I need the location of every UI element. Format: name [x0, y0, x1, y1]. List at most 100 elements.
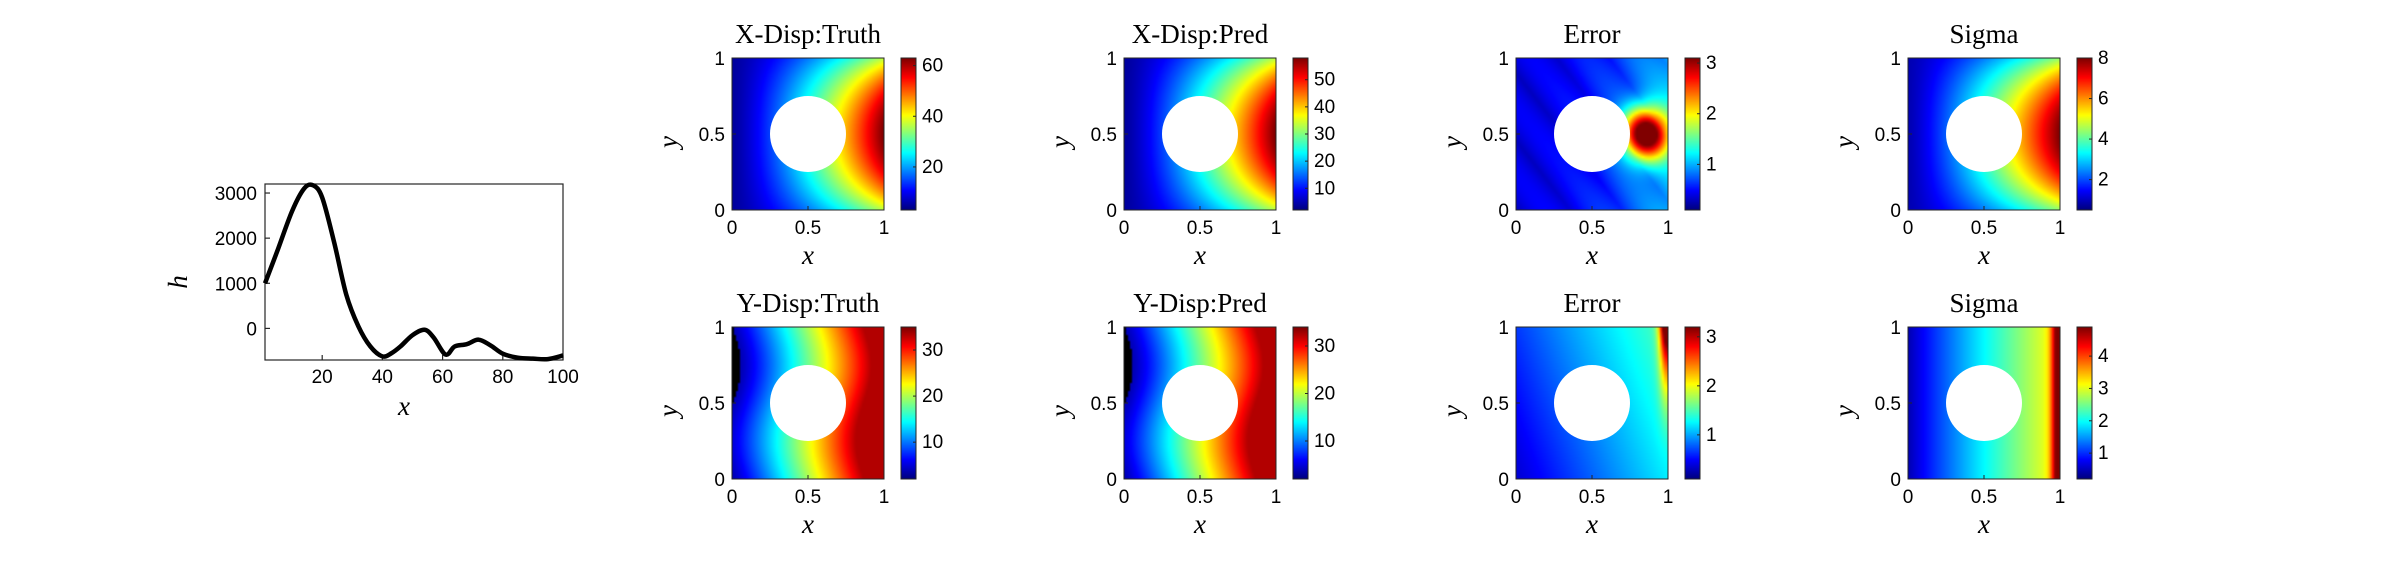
- colorbar-tick-label: 40: [1314, 97, 1335, 118]
- colorbar-tick-label: 2: [2098, 170, 2109, 191]
- x-tick-label: 0: [1119, 487, 1130, 508]
- x-tick-label: 0.5: [1971, 487, 1997, 508]
- colorbar-tick-label: 50: [1314, 70, 1335, 91]
- y-tick-label: 0.5: [1483, 125, 1509, 146]
- hole: [770, 365, 846, 441]
- y-tick-label: 0: [1890, 470, 1901, 491]
- x-tick-label: 0.5: [1579, 487, 1605, 508]
- hole: [770, 96, 846, 172]
- heatmap-panel: Sigma 0 0.5 1 0 0.5 1 x y 1 2 3 4: [1829, 288, 2109, 539]
- colorbar-tick-label: 20: [922, 157, 943, 178]
- colorbar: [901, 327, 916, 479]
- colorbar-tick-label: 10: [922, 432, 943, 453]
- y-axis-label: y: [1437, 405, 1467, 420]
- colorbar-frame: [900, 326, 917, 480]
- x-tick-label: 0.5: [1187, 487, 1213, 508]
- x-tick-label: 40: [372, 367, 393, 388]
- colorbar-tick-label: 4: [2098, 346, 2109, 367]
- x-axis-label: x: [1193, 240, 1206, 270]
- plot-frame: [264, 183, 564, 361]
- y-axis-label: y: [1045, 136, 1075, 151]
- y-tick-label: 0: [246, 319, 257, 340]
- x-tick-label: 1: [879, 487, 890, 508]
- x-tick-label: 60: [432, 367, 453, 388]
- colorbar-tick-label: 4: [2098, 129, 2109, 150]
- x-tick-label: 0.5: [795, 487, 821, 508]
- x-tick-label: 1: [1663, 218, 1674, 239]
- x-axis-label: x: [1585, 240, 1598, 270]
- colorbar-frame: [900, 57, 917, 211]
- x-tick-label: 0: [1903, 487, 1914, 508]
- y-tick-label: 0: [714, 470, 725, 491]
- hole: [1554, 365, 1630, 441]
- heatmap-panel: X-Disp:Truth 0 0.5 1 0 0.5 1 x y 20 40 60: [653, 19, 943, 270]
- x-tick-label: 0.5: [1187, 218, 1213, 239]
- colorbar-tick-label: 6: [2098, 89, 2109, 110]
- panel-title: Y-Disp:Pred: [1133, 288, 1267, 318]
- colorbar-tick-label: 30: [922, 340, 943, 361]
- colorbar-tick-label: 10: [1314, 178, 1335, 199]
- panel-title: X-Disp:Truth: [735, 19, 882, 49]
- colorbar-tick-label: 60: [922, 56, 943, 77]
- colorbar-frame: [1292, 326, 1309, 480]
- y-axis-label: y: [1829, 136, 1859, 151]
- x-tick-label: 0: [727, 487, 738, 508]
- x-tick-label: 1: [2055, 487, 2066, 508]
- colorbar-tick-label: 20: [922, 386, 943, 407]
- x-tick-label: 100: [547, 367, 579, 388]
- colorbar: [1293, 58, 1308, 210]
- panel-title: Error: [1564, 288, 1621, 318]
- y-tick-label: 1000: [215, 274, 257, 295]
- y-axis-label: y: [653, 405, 683, 420]
- y-axis-label: y: [1045, 405, 1075, 420]
- y-tick-label: 0: [1106, 201, 1117, 222]
- x-tick-label: 1: [2055, 218, 2066, 239]
- y-axis-label: h: [163, 275, 193, 289]
- colorbar-frame: [1684, 57, 1701, 211]
- x-axis-label: x: [1585, 509, 1598, 539]
- colorbar: [1293, 327, 1308, 479]
- x-tick-label: 1: [1663, 487, 1674, 508]
- colorbar-frame: [1684, 326, 1701, 480]
- colorbar-tick-label: 3: [1706, 327, 1717, 348]
- y-tick-label: 0.5: [699, 394, 725, 415]
- x-tick-label: 0: [1903, 218, 1914, 239]
- colorbar-tick-label: 2: [1706, 104, 1717, 125]
- y-tick-label: 0.5: [1483, 394, 1509, 415]
- x-axis-label: x: [1977, 240, 1990, 270]
- series-line: [262, 182, 564, 362]
- hole: [1946, 96, 2022, 172]
- panel-title: Sigma: [1949, 19, 2018, 49]
- colorbar-tick-label: 10: [1314, 431, 1335, 452]
- y-tick-label: 0.5: [1091, 394, 1117, 415]
- x-tick-label: 0.5: [795, 218, 821, 239]
- y-tick-label: 0.5: [1875, 394, 1901, 415]
- y-tick-label: 1: [1498, 49, 1509, 70]
- hole: [1946, 365, 2022, 441]
- y-tick-label: 1: [1498, 318, 1509, 339]
- y-tick-label: 0: [1498, 201, 1509, 222]
- x-axis-label: x: [801, 240, 814, 270]
- y-tick-label: 0: [1498, 470, 1509, 491]
- colorbar: [901, 58, 916, 210]
- x-tick-label: 1: [1271, 487, 1282, 508]
- colorbar-frame: [2076, 57, 2093, 211]
- panel-title: Y-Disp:Truth: [736, 288, 880, 318]
- y-tick-label: 1: [1106, 49, 1117, 70]
- colorbar-tick-label: 8: [2098, 48, 2109, 69]
- panel-title: Sigma: [1949, 288, 2018, 318]
- y-tick-label: 0.5: [1091, 125, 1117, 146]
- hole: [1554, 96, 1630, 172]
- x-tick-label: 0.5: [1971, 218, 1997, 239]
- colorbar-tick-label: 3: [1706, 53, 1717, 74]
- colorbar: [2077, 327, 2092, 479]
- y-tick-label: 1: [1890, 318, 1901, 339]
- x-axis-label: x: [397, 391, 410, 421]
- x-axis-label: x: [801, 509, 814, 539]
- colorbar-tick-label: 2: [2098, 411, 2109, 432]
